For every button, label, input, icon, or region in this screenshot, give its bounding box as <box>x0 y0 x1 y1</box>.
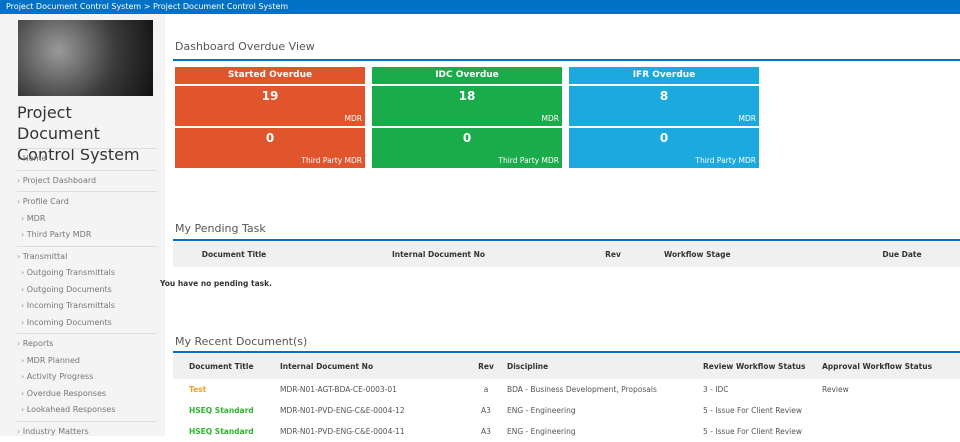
nav-item[interactable]: Home <box>17 151 157 168</box>
nav-item[interactable]: Industry Matters <box>17 424 157 437</box>
header-row: Document Title Internal Document No Rev Dis… <box>173 354 960 379</box>
tile-box: 0 Third Party MDR <box>175 128 365 168</box>
column-header: Rev <box>466 354 507 379</box>
column-header: Internal Document No <box>295 242 582 267</box>
column-header: Document Title <box>173 354 280 379</box>
table-cell: MDR-N01-PVD-ENG-C&E-0004-12 <box>280 406 405 415</box>
pending-table: Document Title Internal Document No Rev Wor… <box>173 242 960 267</box>
section-title: My Recent Document(s) <box>175 335 308 348</box>
document-link[interactable]: HSEQ Standard <box>189 427 254 436</box>
tile-count: 0 <box>659 131 669 145</box>
rule <box>173 351 960 353</box>
overdue-tile[interactable]: Started Overdue 19 MDR 0 Third Party MDR <box>175 67 365 168</box>
tile-box: 0 Third Party MDR <box>569 128 759 168</box>
tile-label: MDR <box>738 114 756 123</box>
nav-item[interactable]: Project Dashboard <box>17 173 157 190</box>
nav-subitem[interactable]: MDR <box>17 211 157 228</box>
table-cell: BDA - Business Development, Proposals <box>507 385 657 394</box>
site-logo <box>18 20 153 96</box>
nav-item[interactable]: Reports <box>17 336 157 353</box>
tile-label: Third Party MDR <box>498 156 559 165</box>
column-header: Approval Workflow Status <box>822 354 960 379</box>
section-title: Dashboard Overdue View <box>175 40 315 53</box>
tile-box: 0 Third Party MDR <box>372 128 562 168</box>
rule <box>173 239 960 241</box>
table-cell: Review <box>822 385 849 394</box>
document-link[interactable]: Test <box>189 385 207 394</box>
nav-subitem[interactable]: Overdue Responses <box>17 386 157 403</box>
breadcrumb: Project Document Control System > Projec… <box>0 0 960 14</box>
tile-label: MDR <box>541 114 559 123</box>
table-cell: 3 - IDC <box>703 385 729 394</box>
section-title: My Pending Task <box>175 222 266 235</box>
sidebar: Project Document Control System HomeProj… <box>0 14 165 436</box>
tile-label: Third Party MDR <box>301 156 362 165</box>
tile-count: 18 <box>458 89 476 103</box>
table-body: Test MDR-N01-AGT-BDA-CE-0003-01 a BDA - Bus… <box>173 379 960 442</box>
nav-subitem[interactable]: Activity Progress <box>17 369 157 386</box>
tile-count: 8 <box>659 89 669 103</box>
nav-subitem[interactable]: Lookahead Responses <box>17 402 157 419</box>
column-header: Document Title <box>173 242 295 267</box>
nav-group: Home <box>17 148 157 170</box>
tile-count: 0 <box>265 131 275 145</box>
table-header: Document Title Internal Document No Rev Dis… <box>173 354 960 379</box>
nav-subitem[interactable]: Incoming Documents <box>17 315 157 332</box>
table-cell: A3 <box>481 427 491 436</box>
nav-group: Profile CardMDRThird Party MDR <box>17 191 157 246</box>
table-cell: MDR-N01-PVD-ENG-C&E-0004-11 <box>280 427 405 436</box>
overdue-tile[interactable]: IFR Overdue 8 MDR 0 Third Party MDR <box>569 67 759 168</box>
nav-subitem[interactable]: Third Party MDR <box>17 227 157 244</box>
table-header: Document Title Internal Document No Rev Wor… <box>173 242 960 267</box>
tile-box: 8 MDR <box>569 86 759 126</box>
document-link[interactable]: HSEQ Standard <box>189 406 254 415</box>
nav-group: ReportsMDR PlannedActivity ProgressOverd… <box>17 333 157 421</box>
table-cell <box>822 421 960 442</box>
tile-box: 18 MDR <box>372 86 562 126</box>
column-header: Rev <box>582 242 644 267</box>
table-cell: A3 <box>481 406 491 415</box>
nav-subitem[interactable]: Incoming Transmittals <box>17 298 157 315</box>
empty-message: You have no pending task. <box>160 279 272 288</box>
table-cell: MDR-N01-AGT-BDA-CE-0003-01 <box>280 385 397 394</box>
document-row: HSEQ Standard MDR-N01-PVD-ENG-C&E-0004-11… <box>173 421 960 442</box>
column-header: Workflow Stage <box>644 242 815 267</box>
table-cell: a <box>483 385 489 394</box>
nav-group: Project Dashboard <box>17 169 157 192</box>
tile-title: IFR Overdue <box>569 67 759 84</box>
tile-label: Third Party MDR <box>695 156 756 165</box>
nav: HomeProject DashboardProfile CardMDRThir… <box>17 148 157 436</box>
nav-group: Industry Matters <box>17 420 157 437</box>
table-cell <box>822 400 960 421</box>
column-header: Discipline <box>507 354 703 379</box>
nav-item[interactable]: Profile Card <box>17 194 157 211</box>
table-cell: ENG - Engineering <box>507 427 576 436</box>
nav-subitem[interactable]: Outgoing Transmittals <box>17 265 157 282</box>
rule <box>173 59 960 61</box>
table-cell: 5 - Issue For Client Review <box>703 427 802 436</box>
tile-box: 19 MDR <box>175 86 365 126</box>
document-row: HSEQ Standard MDR-N01-PVD-ENG-C&E-0004-12… <box>173 400 960 421</box>
tile-count: 0 <box>462 131 472 145</box>
nav-subitem[interactable]: Outgoing Documents <box>17 282 157 299</box>
tile-title: Started Overdue <box>175 67 365 84</box>
overdue-tile[interactable]: IDC Overdue 18 MDR 0 Third Party MDR <box>372 67 562 168</box>
header-row: Document Title Internal Document No Rev Wor… <box>173 242 960 267</box>
recent-table: Document Title Internal Document No Rev Dis… <box>173 354 960 442</box>
main: Dashboard Overdue View Started Overdue 19… <box>160 14 960 436</box>
document-row: Test MDR-N01-AGT-BDA-CE-0003-01 a BDA - Bus… <box>173 379 960 400</box>
column-header: Review Workflow Status <box>703 354 822 379</box>
column-header: Due Date <box>815 242 960 267</box>
table-cell: 5 - Issue For Client Review <box>703 406 802 415</box>
column-header: Internal Document No <box>280 354 466 379</box>
table-cell: ENG - Engineering <box>507 406 576 415</box>
tile-count: 19 <box>261 89 279 103</box>
tile-title: IDC Overdue <box>372 67 562 84</box>
nav-item[interactable]: Transmittal <box>17 249 157 266</box>
nav-group: TransmittalOutgoing TransmittalsOutgoing… <box>17 245 157 334</box>
tile-label: MDR <box>344 114 362 123</box>
nav-subitem[interactable]: MDR Planned <box>17 353 157 370</box>
